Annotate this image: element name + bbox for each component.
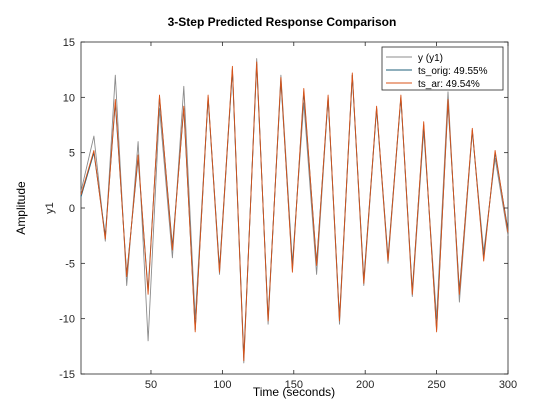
plot-area xyxy=(80,41,509,375)
y-axis-outer-label: Amplitude xyxy=(14,181,28,235)
x-tick-label: 150 xyxy=(285,379,303,391)
legend-entry-ts-orig: ts_orig: 49.55% xyxy=(418,66,488,77)
y-tick-label: -10 xyxy=(59,314,75,326)
legend: y (y1) ts_orig: 49.55% ts_ar: 49.54% xyxy=(381,46,504,91)
y-tick-label: 5 xyxy=(69,148,75,160)
y-tick-label: 15 xyxy=(63,37,75,49)
series-layer xyxy=(80,58,509,364)
legend-entry-y: y (y1) xyxy=(418,53,443,64)
x-axis: 50 100 150 200 250 300 xyxy=(145,42,517,391)
y-axis: -15 -10 -5 0 5 10 15 xyxy=(59,37,508,381)
series-line-ts-ar-49-54 xyxy=(80,61,509,362)
x-tick-label: 250 xyxy=(427,379,445,391)
chart-title: 3-Step Predicted Response Comparison xyxy=(168,15,397,29)
y-axis-inner-label: y1 xyxy=(44,202,56,214)
x-tick-label: 200 xyxy=(356,379,374,391)
y-tick-label: 0 xyxy=(69,203,75,215)
x-axis-label: Time (seconds) xyxy=(253,385,335,399)
y-tick-label: 10 xyxy=(63,92,75,104)
x-tick-label: 300 xyxy=(499,379,517,391)
x-tick-label: 50 xyxy=(145,379,157,391)
y-tick-label: -15 xyxy=(59,369,75,381)
legend-entry-ts-ar: ts_ar: 49.54% xyxy=(418,79,480,90)
x-tick-label: 100 xyxy=(213,379,231,391)
y-tick-label: -5 xyxy=(65,258,75,270)
